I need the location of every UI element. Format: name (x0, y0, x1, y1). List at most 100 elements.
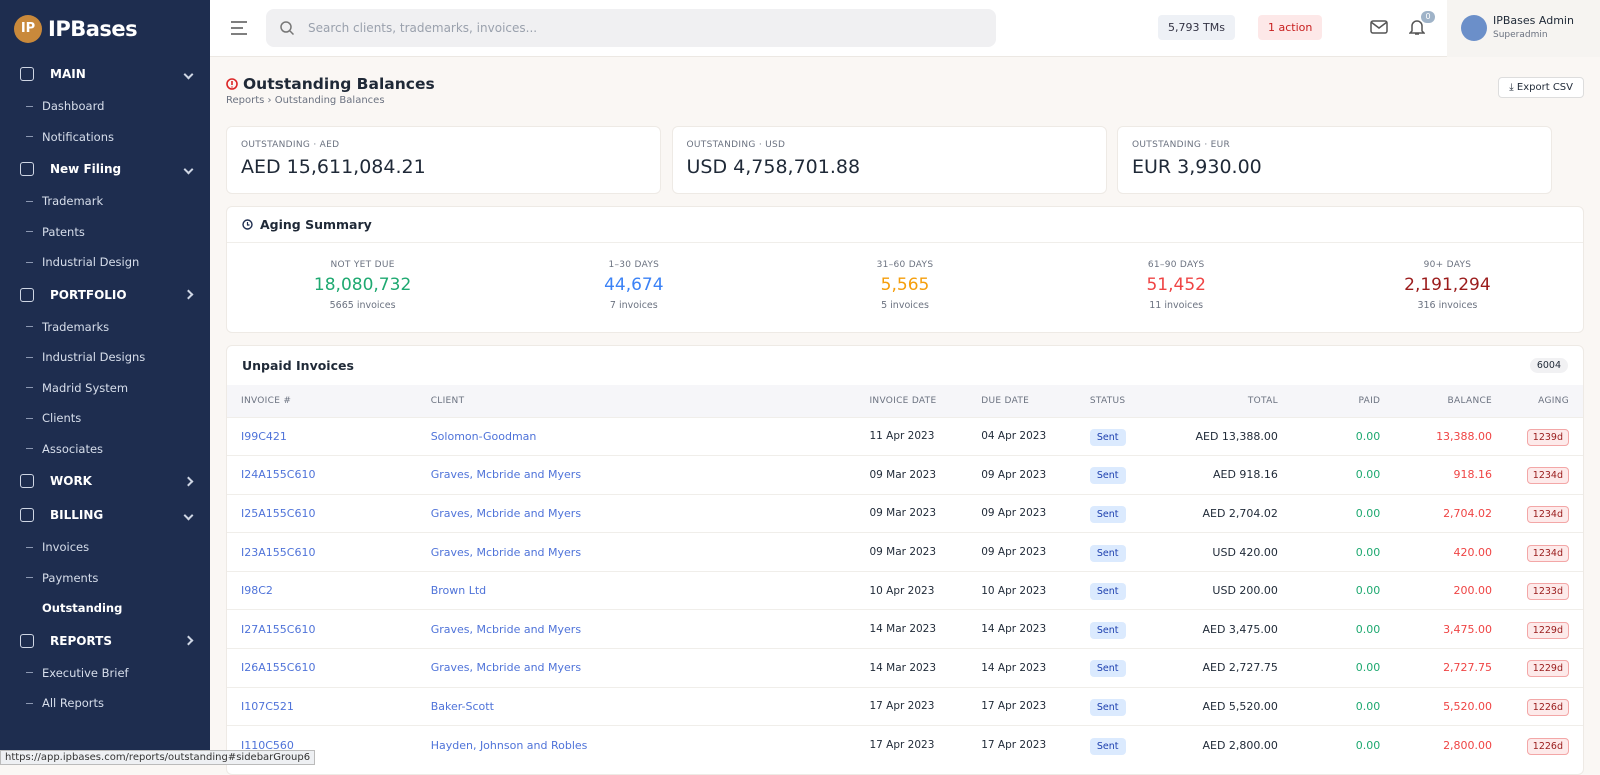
status-badge: Sent (1089, 660, 1126, 678)
search-placeholder: Search clients, trademarks, invoices... (308, 21, 538, 35)
balance: 200.00 (1453, 584, 1493, 598)
nav-item[interactable]: Trademark (0, 186, 210, 217)
paid: 0.00 (1355, 699, 1381, 713)
bucket-label: NOT YET DUE (330, 260, 395, 270)
invoice-date: 14 Mar 2023 (869, 661, 937, 674)
cell: 1229d (1492, 609, 1583, 649)
cell: 09 Mar 2023 (869, 455, 982, 495)
client-link[interactable]: Graves, Mcbride and Myers (430, 468, 582, 482)
cell: I99C421 (227, 416, 431, 456)
bucket-label: 1–30 DAYS (608, 260, 660, 270)
paid: 0.00 (1355, 661, 1381, 675)
cell: 1239d (1492, 416, 1583, 456)
invoice-link[interactable]: I110C560 (241, 738, 294, 752)
client-link[interactable]: Hayden, Johnson and Robles (430, 738, 588, 752)
nav-group[interactable]: PORTFOLIO (0, 278, 210, 312)
nav-item[interactable]: Invoices (0, 532, 210, 563)
nav-group-icon (20, 633, 34, 648)
nav-item[interactable]: Payments (0, 563, 210, 594)
invoice-link[interactable]: I99C421 (241, 429, 287, 443)
cell: Sent (1089, 648, 1153, 688)
cell: 04 Apr 2023 (981, 416, 1090, 456)
nav-item[interactable]: Executive Brief (0, 658, 210, 689)
menu-toggle[interactable] (230, 20, 248, 36)
nav-item[interactable]: Trademarks (0, 312, 210, 343)
chevron (183, 476, 194, 486)
cell: 1226d (1492, 686, 1583, 726)
nav-item[interactable]: Clients (0, 403, 210, 434)
invoice-link[interactable]: I23A155C610 (241, 545, 316, 559)
invoice-link[interactable]: I25A155C610 (241, 506, 316, 520)
logo-badge: IP (14, 14, 42, 43)
export-button[interactable]: ⤓ Export CSV (1498, 77, 1584, 98)
nav-item[interactable]: Industrial Designs (0, 342, 210, 373)
nav-item[interactable]: Dashboard (0, 91, 210, 122)
cell: Sent (1089, 686, 1153, 726)
nav-item[interactable]: Madrid System (0, 373, 210, 404)
mail-icon[interactable] (1370, 20, 1388, 35)
nav-group[interactable]: REPORTS (0, 624, 210, 658)
cell: 1233d (1492, 570, 1583, 610)
cell: 14 Apr 2023 (981, 648, 1090, 688)
nav-group[interactable]: MAIN (0, 57, 210, 91)
nav-group[interactable]: WORK (0, 464, 210, 498)
cell: 1234d (1492, 455, 1583, 495)
cell: 2,800.00 (1380, 725, 1493, 765)
aging-badge: 1234d (1526, 467, 1569, 485)
search-box[interactable]: Search clients, trademarks, invoices... (266, 9, 996, 47)
client-link[interactable]: Graves, Mcbride and Myers (430, 545, 582, 559)
total: AED 5,520.00 (1202, 699, 1278, 713)
nav-group-icon (20, 474, 34, 488)
status-badge: Sent (1089, 544, 1126, 562)
nav-group-title: WORK (50, 474, 92, 488)
column-header: BALANCE (1380, 385, 1493, 417)
user-menu[interactable]: IPBases Admin Superadmin (1447, 0, 1600, 57)
nav-group[interactable]: BILLING (0, 498, 210, 532)
cell: AED 918.16 (1152, 455, 1278, 495)
invoice-link[interactable]: I107C521 (241, 699, 294, 713)
client-link[interactable]: Solomon-Goodman (430, 429, 537, 443)
client-link[interactable]: Graves, Mcbride and Myers (430, 622, 582, 636)
invoice-row: I99C421 Solomon-Goodman 11 Apr 2023 04 Apr … (227, 416, 1583, 456)
cell: Sent (1089, 493, 1153, 533)
column-header: CLIENT (430, 385, 870, 417)
invoice-link[interactable]: I98C2 (241, 584, 273, 598)
nav-item[interactable]: Notifications (0, 122, 210, 153)
client-link[interactable]: Brown Ltd (430, 584, 487, 598)
breadcrumb-link[interactable]: Reports (226, 95, 265, 106)
invoice-date: 10 Apr 2023 (869, 584, 935, 597)
cell: 0.00 (1277, 609, 1381, 649)
column-header: STATUS (1089, 385, 1153, 417)
nav-item[interactable]: Industrial Design (0, 247, 210, 278)
nav-item[interactable]: Patents (0, 217, 210, 248)
client-link[interactable]: Graves, Mcbride and Myers (430, 506, 582, 520)
chevron (183, 510, 194, 520)
balance: 13,388.00 (1436, 429, 1493, 443)
action-pill[interactable]: 1 action (1258, 15, 1323, 40)
bucket-count: 316 invoices (1417, 300, 1478, 311)
invoice-link[interactable]: I24A155C610 (241, 468, 316, 482)
nav-item[interactable]: Outstanding (42, 601, 123, 616)
cell: Hayden, Johnson and Robles (430, 725, 870, 765)
total-value: AED 15,611,084.21 (241, 156, 426, 178)
nav-item[interactable]: Associates (0, 434, 210, 465)
client-link[interactable]: Graves, Mcbride and Myers (430, 661, 582, 675)
nav-group[interactable]: New Filing (0, 152, 210, 186)
due-date: 04 Apr 2023 (981, 430, 1047, 443)
total-card: OUTSTANDING · AED AED 15,611,084.21 (226, 126, 661, 194)
nav-item[interactable]: All Reports (0, 688, 210, 719)
cell: Graves, Mcbride and Myers (430, 455, 870, 495)
bell-icon[interactable] (1409, 18, 1425, 36)
aging-badge: 1229d (1526, 660, 1569, 678)
status-badge: Sent (1089, 505, 1126, 523)
tms-pill[interactable]: 5,793 TMs (1158, 15, 1235, 40)
invoice-link[interactable]: I26A155C610 (241, 661, 316, 675)
paid: 0.00 (1355, 506, 1381, 520)
logo[interactable]: IP IPBases (0, 0, 210, 57)
cell: I23A155C610 (227, 532, 431, 572)
client-link[interactable]: Baker-Scott (430, 699, 494, 713)
invoice-date: 17 Apr 2023 (869, 739, 935, 752)
cell: 5,520.00 (1380, 686, 1493, 726)
invoice-link[interactable]: I27A155C610 (241, 622, 316, 636)
